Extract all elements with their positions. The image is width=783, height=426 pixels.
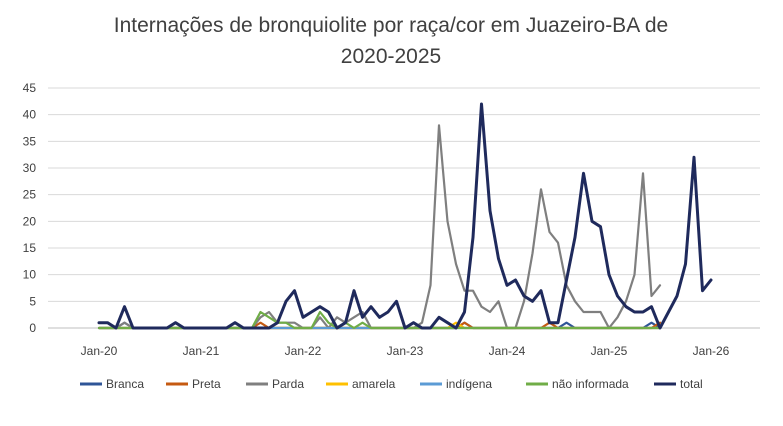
x-tick-label: Jan-23 bbox=[387, 344, 424, 358]
y-tick-label: 20 bbox=[23, 214, 37, 228]
legend-label: amarela bbox=[352, 377, 396, 391]
legend-label: Parda bbox=[272, 377, 304, 391]
y-tick-label: 5 bbox=[29, 294, 36, 308]
gridlines bbox=[48, 87, 760, 302]
legend-label: Branca bbox=[106, 377, 144, 391]
legend: Branca Preta Parda amarela indígena não infor… bbox=[80, 377, 703, 391]
legend-label: indígena bbox=[446, 377, 492, 391]
y-tick-label: 0 bbox=[29, 321, 36, 335]
y-tick-label: 35 bbox=[23, 134, 37, 148]
y-tick-label: 45 bbox=[23, 81, 37, 95]
y-tick-label: 40 bbox=[23, 108, 37, 122]
x-tick-label: Jan-25 bbox=[591, 344, 628, 358]
y-tick-label: 15 bbox=[23, 241, 37, 255]
x-tick-label: Jan-20 bbox=[81, 344, 118, 358]
plot-area bbox=[97, 102, 713, 330]
y-axis: 0 5 10 15 20 25 30 35 40 45 bbox=[23, 81, 37, 335]
chart-title-line-2: 2020-2025 bbox=[341, 45, 441, 68]
chart-title-line-1: Internações de bronquiolite por raça/cor… bbox=[114, 14, 668, 37]
x-tick-label: Jan-22 bbox=[285, 344, 322, 358]
x-tick-label: Jan-24 bbox=[489, 344, 526, 358]
x-tick-label: Jan-26 bbox=[693, 344, 730, 358]
y-tick-label: 25 bbox=[23, 188, 37, 202]
x-tick-label: Jan-21 bbox=[183, 344, 220, 358]
y-tick-label: 30 bbox=[23, 161, 37, 175]
legend-label: total bbox=[680, 377, 703, 391]
legend-label: Preta bbox=[192, 377, 221, 391]
y-tick-label: 10 bbox=[23, 268, 37, 282]
series-line-total bbox=[97, 102, 713, 330]
legend-label: não informada bbox=[552, 377, 629, 391]
